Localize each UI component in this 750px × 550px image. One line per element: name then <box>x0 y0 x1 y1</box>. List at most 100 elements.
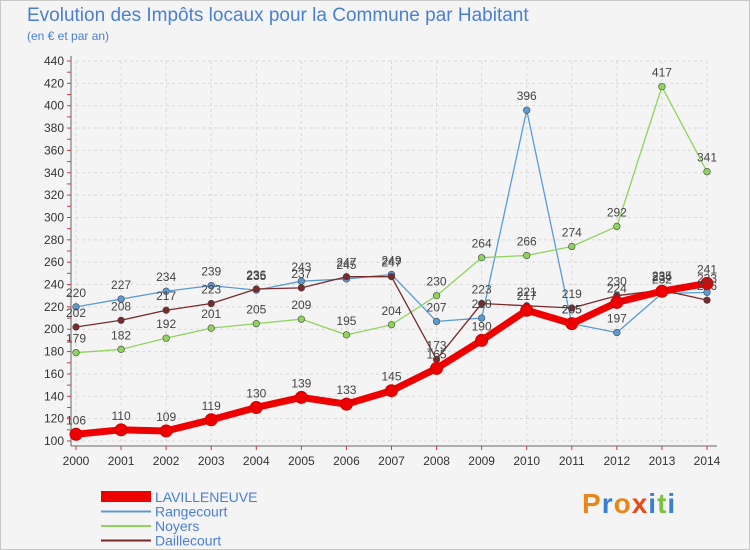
data-label-lavilleneuve: 205 <box>562 303 582 317</box>
legend-swatch-lavilleneuve <box>101 491 151 502</box>
data-label-lavilleneuve: 130 <box>246 386 266 400</box>
data-label-lavilleneuve: 145 <box>381 370 401 384</box>
data-label-lavilleneuve: 119 <box>202 399 221 413</box>
y-tick-label: 360 <box>44 143 64 157</box>
x-tick-label: 2012 <box>604 454 631 468</box>
y-tick-label: 100 <box>44 434 64 448</box>
data-point-noyers <box>658 83 666 91</box>
data-point-lavilleneuve <box>385 384 398 398</box>
data-label-daillecourt: 173 <box>427 338 447 352</box>
data-point-lavilleneuve <box>610 295 624 309</box>
data-label-noyers: 264 <box>472 237 492 251</box>
legend-label-rangecourt: Rangecourt <box>155 504 227 520</box>
x-tick-label: 2007 <box>378 454 405 468</box>
data-label-noyers: 204 <box>381 304 401 318</box>
data-label-noyers: 292 <box>607 205 627 219</box>
data-point-daillecourt <box>72 323 80 331</box>
data-point-noyers <box>432 292 441 300</box>
data-point-daillecourt <box>297 284 305 292</box>
data-point-rangecourt <box>432 317 441 326</box>
data-label-daillecourt: 219 <box>562 287 582 301</box>
data-label-rangecourt: 239 <box>201 265 221 279</box>
data-point-lavilleneuve <box>655 284 669 298</box>
data-label-noyers: 341 <box>697 151 717 165</box>
data-point-rangecourt <box>207 282 215 290</box>
data-point-lavilleneuve <box>700 276 714 290</box>
data-label-rangecourt: 210 <box>472 297 492 311</box>
data-point-lavilleneuve <box>520 303 534 317</box>
data-label-rangecourt: 249 <box>381 253 401 267</box>
data-point-noyers <box>207 324 215 332</box>
data-label-noyers: 179 <box>66 332 86 346</box>
data-point-noyers <box>297 315 305 323</box>
x-tick-label: 2008 <box>423 454 450 468</box>
data-point-rangecourt <box>117 295 125 303</box>
data-label-daillecourt: 235 <box>652 269 672 283</box>
data-point-daillecourt <box>162 306 170 314</box>
y-tick-label: 400 <box>44 99 64 113</box>
y-tick-label: 140 <box>44 389 64 403</box>
data-label-daillecourt: 223 <box>201 283 221 297</box>
data-label-rangecourt: 220 <box>66 286 86 300</box>
data-point-noyers <box>613 222 621 231</box>
data-point-rangecourt <box>72 303 80 311</box>
data-label-lavilleneuve: 133 <box>336 383 356 397</box>
data-label-noyers: 274 <box>562 226 582 240</box>
data-label-rangecourt: 197 <box>607 312 627 326</box>
x-tick-label: 2004 <box>243 454 270 468</box>
chart-title: Evolution des Impôts locaux pour la Comm… <box>27 5 529 26</box>
data-label-lavilleneuve: 217 <box>517 289 537 303</box>
x-tick-label: 2014 <box>694 454 721 468</box>
data-point-rangecourt <box>613 328 621 337</box>
data-point-lavilleneuve <box>430 361 444 375</box>
y-tick-label: 340 <box>44 166 64 180</box>
data-point-lavilleneuve <box>339 397 353 411</box>
data-point-rangecourt <box>523 106 531 114</box>
y-tick-label: 160 <box>44 367 64 381</box>
data-label-noyers: 195 <box>336 314 356 328</box>
chart-subtitle: (en € et par an) <box>27 29 110 43</box>
x-tick-label: 2006 <box>333 454 360 468</box>
x-tick-label: 2010 <box>513 454 540 468</box>
data-label-daillecourt: 202 <box>66 306 86 320</box>
data-label-lavilleneuve: 139 <box>291 376 311 390</box>
data-label-lavilleneuve: 190 <box>472 319 492 333</box>
y-tick-label: 300 <box>44 210 64 224</box>
data-label-noyers: 417 <box>652 66 672 80</box>
y-tick-label: 320 <box>44 188 64 202</box>
x-tick-label: 2009 <box>468 454 495 468</box>
y-tick-label: 420 <box>44 76 64 90</box>
x-tick-label: 2003 <box>198 454 225 468</box>
data-label-noyers: 266 <box>517 234 537 248</box>
x-tick-label: 2005 <box>288 454 315 468</box>
data-label-rangecourt: 232 <box>652 272 672 286</box>
data-point-lavilleneuve <box>294 390 308 404</box>
data-label-daillecourt: 221 <box>517 285 537 299</box>
x-tick-label: 2013 <box>649 454 676 468</box>
data-point-noyers <box>568 242 576 251</box>
data-point-noyers <box>523 251 531 260</box>
data-label-noyers: 205 <box>246 303 266 317</box>
data-point-lavilleneuve <box>159 424 173 438</box>
data-label-rangecourt: 233 <box>697 271 717 285</box>
y-tick-label: 200 <box>44 322 64 336</box>
data-point-noyers <box>478 254 486 262</box>
y-tick-label: 280 <box>44 233 64 247</box>
data-point-lavilleneuve <box>69 427 83 441</box>
data-label-daillecourt: 230 <box>607 275 627 289</box>
data-label-lavilleneuve: 241 <box>697 262 717 276</box>
data-point-noyers <box>342 331 351 339</box>
data-point-daillecourt <box>568 304 576 312</box>
proxiti-logo: Proxiti <box>582 488 677 519</box>
data-point-lavilleneuve <box>249 400 263 414</box>
x-tick-label: 2001 <box>108 454 135 468</box>
data-point-daillecourt <box>387 273 396 281</box>
data-label-daillecourt: 247 <box>336 256 356 270</box>
data-label-noyers: 192 <box>156 317 176 331</box>
x-tick-label: 2002 <box>153 454 180 468</box>
data-label-daillecourt: 247 <box>381 256 401 270</box>
data-point-noyers <box>387 321 396 329</box>
data-label-rangecourt: 396 <box>517 89 537 103</box>
data-label-noyers: 182 <box>111 328 131 342</box>
